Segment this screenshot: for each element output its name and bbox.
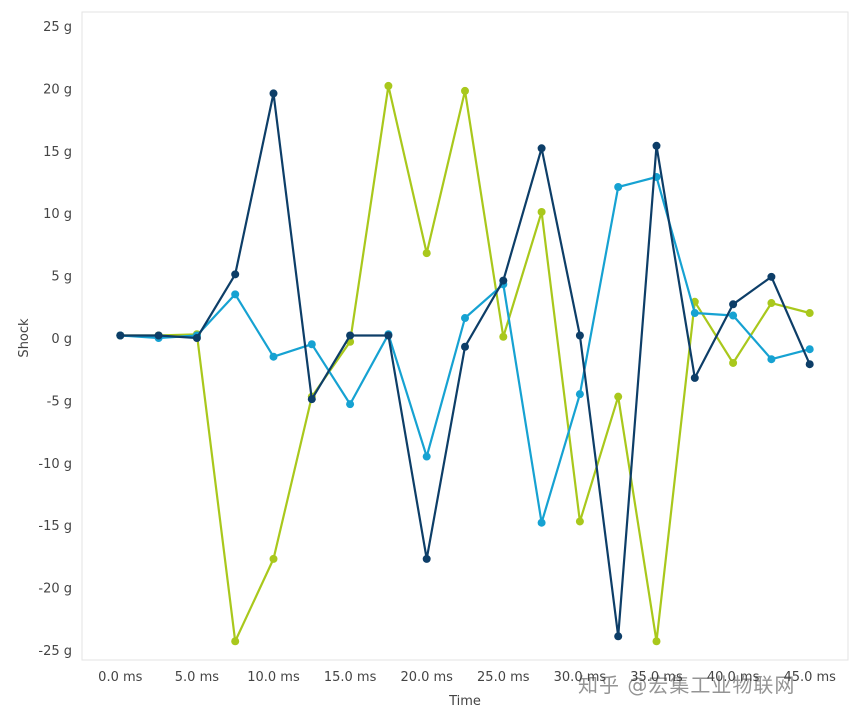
x-tick-label: 10.0 ms (247, 670, 300, 685)
data-point (231, 270, 240, 279)
data-point (192, 334, 201, 342)
data-point (231, 290, 240, 299)
data-point (652, 637, 661, 646)
series-layer (116, 81, 814, 646)
x-tick-label: 5.0 ms (175, 670, 219, 685)
x-tick-label: 40.0 ms (707, 670, 760, 685)
data-point (767, 355, 776, 364)
y-axis-ticks: 25 g 20 g 15 g 10 g 5 g 0 g -5 g -10 g -15 g -20 … (38, 20, 72, 659)
data-point (269, 89, 278, 98)
data-point (422, 249, 431, 258)
data-point (614, 182, 623, 191)
x-axis-ticks: 0.0 ms 5.0 ms 10.0 ms 15.0 ms 20.0 ms 25.0 ms… (98, 670, 836, 685)
x-tick-label: 30.0 ms (554, 670, 607, 685)
y-tick-label: -15 g (38, 519, 72, 534)
x-tick-label: 0.0 ms (98, 670, 142, 685)
data-point (346, 400, 355, 409)
data-point (307, 395, 316, 404)
data-point (384, 81, 393, 90)
series-2 (116, 173, 814, 527)
data-point (384, 331, 393, 340)
data-point (537, 207, 546, 216)
data-point (575, 517, 584, 526)
data-point (422, 452, 431, 461)
data-point (116, 331, 125, 340)
data-point (422, 554, 431, 563)
data-point (690, 373, 699, 382)
data-point (614, 632, 623, 641)
data-point (767, 272, 776, 281)
series-3 (116, 89, 814, 641)
data-point (690, 309, 699, 318)
y-tick-label: -20 g (38, 582, 72, 597)
data-point (461, 86, 469, 95)
data-point (575, 331, 584, 340)
watermark-text: 知乎 @宏集工业物联网 (578, 673, 796, 697)
data-point (346, 331, 355, 340)
data-point (729, 311, 738, 320)
data-point (537, 144, 546, 153)
data-point (154, 331, 163, 340)
y-tick-label: 20 g (43, 82, 72, 97)
data-point (729, 358, 738, 367)
data-point (767, 299, 776, 308)
data-point (729, 300, 738, 309)
y-tick-label: 10 g (43, 207, 72, 222)
data-point (652, 141, 661, 150)
data-point (805, 360, 814, 369)
y-tick-label: 15 g (43, 145, 72, 160)
data-point (307, 340, 316, 349)
y-tick-label: 5 g (51, 270, 72, 285)
x-tick-label: 25.0 ms (477, 670, 530, 685)
series-line (120, 84, 810, 643)
x-tick-label: 15.0 ms (324, 670, 377, 685)
series-1 (116, 81, 814, 646)
data-point (231, 637, 240, 646)
y-tick-label: -5 g (47, 394, 72, 409)
data-point (461, 314, 469, 323)
x-tick-label: 45.0 ms (783, 670, 836, 685)
x-tick-label: 20.0 ms (400, 670, 453, 685)
data-point (499, 276, 508, 285)
data-point (575, 390, 584, 399)
x-tick-label: 35.0 ms (630, 670, 683, 685)
data-point (461, 342, 469, 351)
data-point (805, 345, 814, 354)
data-point (537, 518, 546, 527)
y-tick-label: 25 g (43, 20, 72, 35)
data-point (499, 332, 508, 341)
y-axis-label: Shock (17, 318, 32, 358)
x-axis-label: Time (448, 694, 481, 709)
data-point (614, 392, 623, 401)
data-point (269, 352, 278, 361)
data-point (269, 554, 278, 563)
y-tick-label: 0 g (51, 332, 72, 347)
plot-area-frame (81, 11, 849, 661)
y-tick-label: -10 g (38, 457, 72, 472)
y-tick-label: -25 g (38, 644, 72, 659)
data-point (805, 309, 814, 318)
